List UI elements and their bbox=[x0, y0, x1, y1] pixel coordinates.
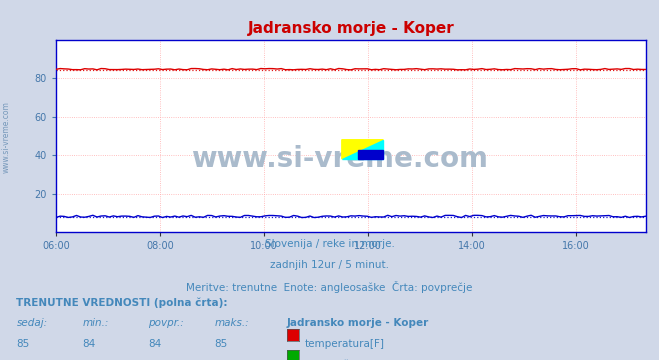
Text: TRENUTNE VREDNOSTI (polna črta):: TRENUTNE VREDNOSTI (polna črta): bbox=[16, 297, 228, 307]
Text: temperatura[F]: temperatura[F] bbox=[305, 339, 385, 349]
Text: sedaj:: sedaj: bbox=[16, 318, 47, 328]
Polygon shape bbox=[358, 150, 384, 159]
Title: Jadransko morje - Koper: Jadransko morje - Koper bbox=[248, 21, 454, 36]
Polygon shape bbox=[342, 140, 384, 159]
Text: www.si-vreme.com: www.si-vreme.com bbox=[2, 101, 11, 173]
Text: 84: 84 bbox=[148, 339, 161, 349]
Text: 84: 84 bbox=[82, 339, 96, 349]
Text: Meritve: trenutne  Enote: angleosaške  Črta: povprečje: Meritve: trenutne Enote: angleosaške Črt… bbox=[186, 281, 473, 293]
Text: zadnjih 12ur / 5 minut.: zadnjih 12ur / 5 minut. bbox=[270, 260, 389, 270]
Text: Slovenija / reke in morje.: Slovenija / reke in morje. bbox=[264, 239, 395, 249]
Text: maks.:: maks.: bbox=[214, 318, 249, 328]
Polygon shape bbox=[342, 140, 384, 159]
Text: Jadransko morje - Koper: Jadransko morje - Koper bbox=[287, 318, 429, 328]
Text: 85: 85 bbox=[16, 339, 30, 349]
Text: www.si-vreme.com: www.si-vreme.com bbox=[190, 145, 488, 173]
Text: min.:: min.: bbox=[82, 318, 109, 328]
Text: povpr.:: povpr.: bbox=[148, 318, 184, 328]
Text: 85: 85 bbox=[214, 339, 227, 349]
